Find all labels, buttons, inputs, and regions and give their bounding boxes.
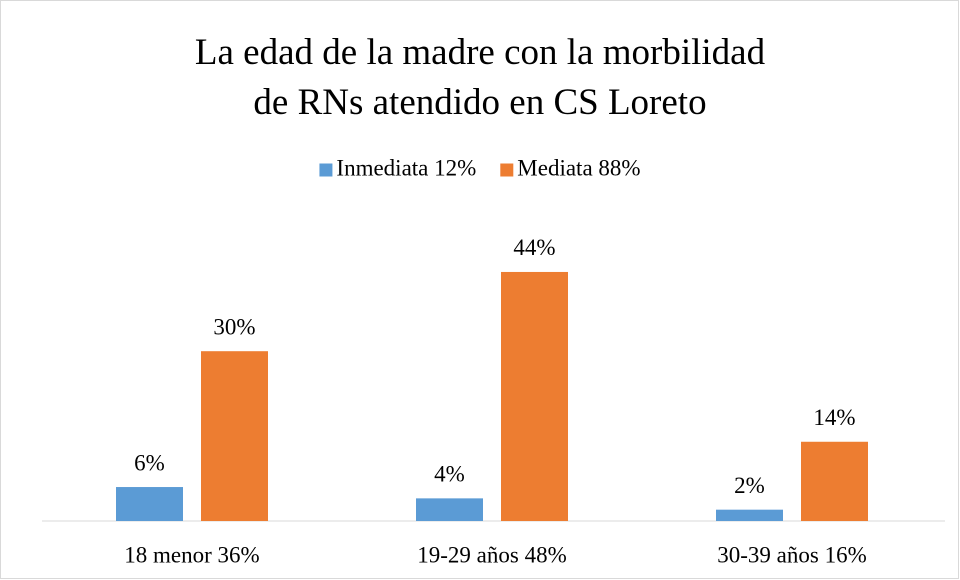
x-tick-label: 18 menor 36% [124,542,259,567]
bar [501,271,568,521]
data-label: 6% [134,450,165,475]
legend-swatch [500,163,514,177]
data-label: 30% [213,314,255,339]
x-tick-label: 19-29 años 48% [417,542,566,567]
bar [716,509,783,521]
data-label: 44% [513,235,555,260]
data-label: 14% [813,405,855,430]
bar [201,351,268,521]
data-label: 2% [734,473,765,498]
bar [416,498,483,521]
bar [116,487,183,521]
bar [801,441,868,521]
legend-label: Mediata 88% [517,155,640,180]
legend-swatch [319,163,333,177]
data-label: 4% [434,462,465,487]
legend-label: Inmediata 12% [336,155,476,180]
x-tick-label: 30-39 años 16% [717,542,866,567]
chart-title: La edad de la madre con la morbilidad de… [194,32,766,123]
